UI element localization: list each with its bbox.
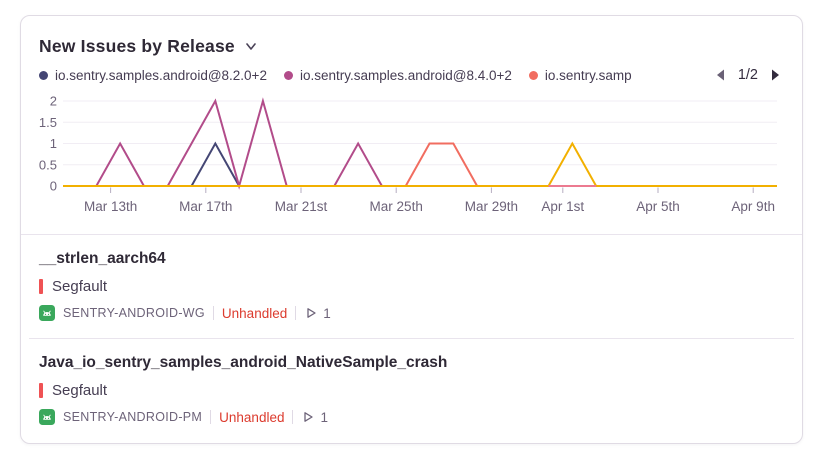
event-count-value: 1 bbox=[323, 305, 331, 321]
widget-title-dropdown[interactable]: New Issues by Release bbox=[39, 35, 258, 57]
divider bbox=[29, 338, 794, 339]
x-axis-label: Apr 1st bbox=[541, 199, 584, 214]
legend-dot-icon bbox=[528, 70, 538, 80]
new-issues-widget-card: New Issues by Release io.sentry.samples.… bbox=[20, 15, 803, 444]
divider bbox=[212, 306, 214, 320]
play-icon bbox=[304, 306, 318, 320]
android-project-icon bbox=[39, 409, 55, 425]
error-level-bar bbox=[39, 278, 43, 294]
issue-level-row: Segfault bbox=[39, 381, 784, 399]
divider bbox=[292, 410, 294, 424]
project-slug: SENTRY-ANDROID-WG bbox=[63, 306, 205, 320]
issue-row: Java_io_sentry_samples_android_NativeSam… bbox=[21, 339, 802, 442]
x-axis-label: Mar 17th bbox=[179, 199, 232, 214]
divider bbox=[21, 234, 802, 235]
divider bbox=[295, 306, 297, 320]
arrow-right-icon bbox=[770, 68, 782, 82]
divider bbox=[210, 410, 212, 424]
y-axis-label: 1 bbox=[50, 136, 57, 151]
next-page-button[interactable] bbox=[768, 66, 784, 84]
new-issues-by-release-chart: 0 0.5 1 1.5 2 Mar 13th Mar 17th Mar 21st Mar 25t… bbox=[39, 94, 777, 214]
issue-level-row: Segfault bbox=[39, 277, 784, 295]
issue-error-type: Segfault bbox=[52, 381, 108, 399]
event-count-value: 1 bbox=[320, 409, 328, 425]
event-count: 1 bbox=[301, 410, 328, 425]
x-axis-label: Mar 29th bbox=[465, 199, 518, 214]
y-axis-label: 2 bbox=[50, 94, 57, 109]
legend-item-release-2[interactable]: io.sentry.samples.android@8.4.0+2 bbox=[283, 67, 512, 83]
y-axis-label: 1.5 bbox=[39, 115, 57, 130]
y-axis-label: 0.5 bbox=[39, 157, 57, 172]
issue-meta-row: SENTRY-ANDROID-PM Unhandled 1 bbox=[39, 408, 784, 426]
issue-title-link[interactable]: __strlen_aarch64 bbox=[39, 250, 166, 267]
legend-item-release-1[interactable]: io.sentry.samples.android@8.2.0+2 bbox=[39, 68, 267, 83]
legend-label: io.sentry.samples.android@8.4.0+2 bbox=[299, 67, 512, 83]
widget-header: New Issues by Release io.sentry.samples.… bbox=[21, 16, 802, 84]
unhandled-badge: Unhandled bbox=[219, 409, 285, 425]
issue-title-link[interactable]: Java_io_sentry_samples_android_NativeSam… bbox=[39, 354, 448, 371]
x-axis-label: Apr 9th bbox=[731, 199, 775, 214]
legend-pagination: 1/2 bbox=[706, 66, 784, 84]
android-project-icon bbox=[39, 305, 55, 321]
play-icon bbox=[301, 410, 315, 424]
x-axis-label: Mar 25th bbox=[370, 199, 423, 214]
arrow-left-icon bbox=[714, 68, 726, 82]
x-axis-label: Mar 13th bbox=[84, 199, 137, 214]
error-level-bar bbox=[39, 382, 43, 398]
x-axis-label: Apr 5th bbox=[636, 199, 680, 214]
x-axis-label: Mar 21st bbox=[275, 199, 328, 214]
event-count: 1 bbox=[304, 306, 331, 321]
issue-row: __strlen_aarch64 Segfault SENTRY-ANDROID… bbox=[21, 235, 802, 338]
project-slug: SENTRY-ANDROID-PM bbox=[63, 410, 203, 424]
series-line-3 bbox=[63, 141, 777, 187]
chevron-down-icon bbox=[244, 39, 258, 53]
legend-dot-icon bbox=[39, 70, 48, 80]
issue-meta-row: SENTRY-ANDROID-WG Unhandled 1 bbox=[39, 304, 784, 322]
legend-dot-icon bbox=[283, 70, 293, 80]
widget-title: New Issues by Release bbox=[39, 36, 235, 56]
previous-page-button[interactable] bbox=[712, 66, 728, 84]
legend-label: io.sentry.samples.android@8.2.0+2 bbox=[55, 67, 267, 83]
unhandled-badge: Unhandled bbox=[221, 305, 288, 321]
legend-item-release-3[interactable]: io.sentry.samp bbox=[528, 67, 632, 83]
chart-legend: io.sentry.samples.android@8.2.0+2 io.sen… bbox=[39, 66, 784, 84]
issue-error-type: Segfault bbox=[52, 277, 108, 295]
y-axis-label: 0 bbox=[50, 179, 57, 194]
page-indicator: 1/2 bbox=[737, 67, 758, 83]
legend-label: io.sentry.samp bbox=[544, 67, 632, 83]
